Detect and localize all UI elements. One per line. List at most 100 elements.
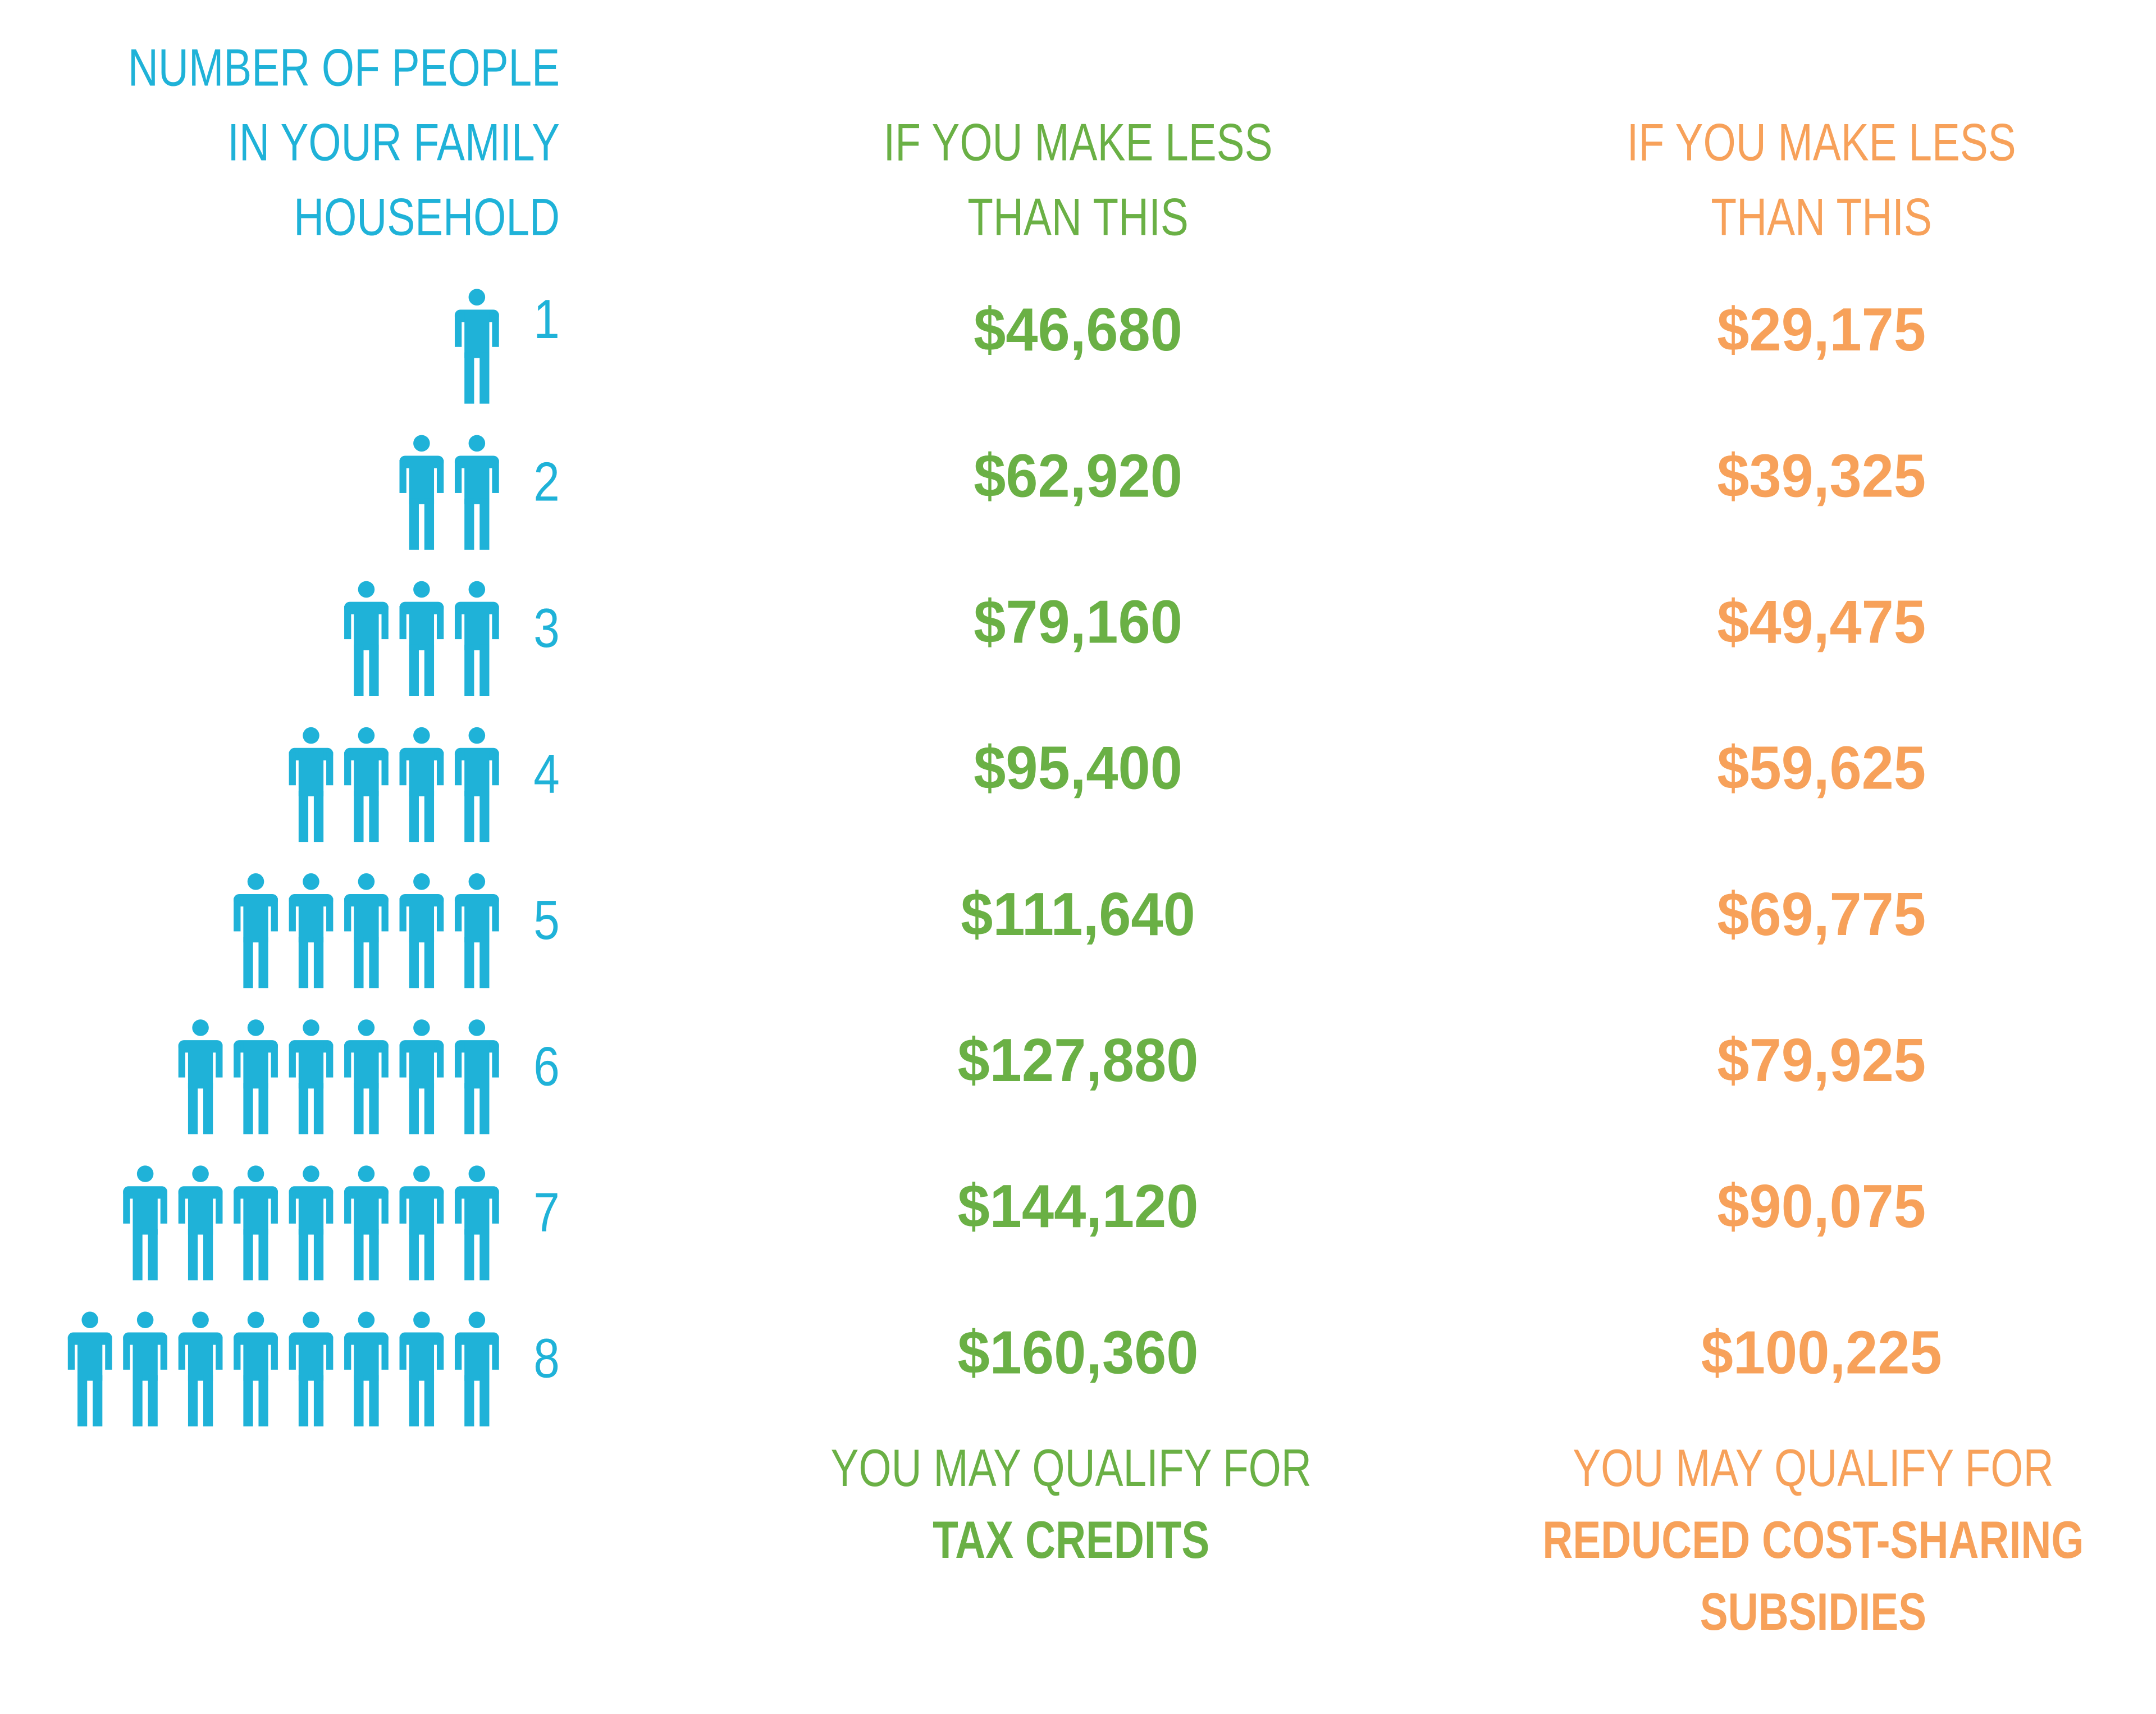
tax-credit-limit: $111,640 (961, 880, 1195, 948)
person-head (468, 1311, 486, 1329)
person-torso (298, 1187, 324, 1235)
people-count: 7 (533, 1182, 560, 1243)
cost-sharing-header: IF YOU MAKE LESS (1627, 113, 2016, 172)
person-icon (454, 435, 499, 550)
person-head (468, 1165, 486, 1182)
person-arm (492, 752, 499, 786)
person-head (413, 581, 430, 598)
tax-credit-limit: $144,120 (957, 1173, 1198, 1241)
person-arm (399, 1044, 406, 1078)
person-leg (409, 644, 419, 696)
person-leg (409, 1083, 419, 1134)
person-arm (344, 1190, 351, 1224)
person-arm (105, 1336, 112, 1370)
person-leg (479, 1375, 490, 1426)
person-leg (93, 1375, 103, 1426)
person-arm (454, 606, 462, 640)
person-icon (399, 1165, 444, 1280)
person-arm (454, 898, 462, 932)
person-leg (258, 1375, 268, 1426)
person-head (468, 289, 486, 306)
person-leg (298, 1229, 309, 1280)
person-arm (271, 1190, 278, 1224)
person-head (358, 727, 375, 744)
person-leg (188, 1375, 198, 1426)
person-leg (464, 1083, 474, 1134)
person-leg (479, 352, 490, 404)
person-torso (133, 1333, 158, 1381)
person-arm (381, 1044, 389, 1078)
cost-sharing-limit: $29,175 (1717, 296, 1926, 364)
person-torso (464, 457, 490, 504)
person-icon (178, 1165, 223, 1280)
person-leg (298, 937, 309, 988)
person-head (192, 1019, 209, 1036)
person-arm (326, 752, 334, 786)
person-arm (271, 1336, 278, 1370)
person-leg (424, 791, 435, 842)
person-arm (436, 1044, 444, 1078)
tax-credit-limit: $62,920 (974, 442, 1182, 510)
person-head (413, 1019, 430, 1036)
person-head (136, 1165, 154, 1182)
person-arm (436, 1336, 444, 1370)
person-torso (464, 1041, 490, 1089)
person-icon (289, 1165, 334, 1280)
person-arm (344, 752, 351, 786)
person-torso (464, 603, 490, 650)
person-head (247, 873, 264, 890)
cost-sharing-note: YOU MAY QUALIFY FOR (1573, 1438, 2053, 1497)
person-torso (354, 749, 379, 796)
person-arm (326, 898, 334, 932)
person-icon (344, 1311, 389, 1426)
person-arm (160, 1336, 168, 1370)
person-leg (243, 1375, 253, 1426)
people-count: 8 (533, 1328, 560, 1389)
tax-credit-note: TAX CREDITS (933, 1510, 1209, 1569)
person-icon (178, 1311, 223, 1426)
person-icon (234, 1019, 278, 1134)
person-leg (369, 1229, 379, 1280)
person-leg (424, 644, 435, 696)
person-torso (133, 1187, 158, 1235)
person-leg (203, 1229, 213, 1280)
person-torso (298, 1041, 324, 1089)
person-head (192, 1165, 209, 1182)
person-leg (298, 1083, 309, 1134)
person-arm (492, 1044, 499, 1078)
cost-sharing-note: SUBSIDIES (1700, 1582, 1926, 1641)
cost-sharing-limit: $39,325 (1717, 442, 1926, 510)
person-torso (243, 895, 268, 943)
people-count: 6 (533, 1036, 560, 1097)
person-leg (464, 498, 474, 550)
person-arm (381, 898, 389, 932)
person-arm (399, 1190, 406, 1224)
person-arm (492, 898, 499, 932)
person-arm (399, 898, 406, 932)
person-leg (188, 1083, 198, 1134)
person-arm (326, 1336, 334, 1370)
person-leg (424, 498, 435, 550)
person-torso (409, 1041, 435, 1089)
person-arm (326, 1044, 334, 1078)
person-icon (289, 1019, 334, 1134)
person-leg (133, 1229, 143, 1280)
person-arm (326, 1190, 334, 1224)
person-arm (271, 1044, 278, 1078)
person-torso (243, 1333, 268, 1381)
person-icon (344, 581, 389, 696)
person-leg (479, 791, 490, 842)
person-icon (289, 873, 334, 988)
person-leg (148, 1229, 158, 1280)
person-arm (454, 752, 462, 786)
people-count: 2 (533, 451, 560, 513)
person-leg (313, 791, 324, 842)
person-leg (148, 1375, 158, 1426)
person-arm (344, 1336, 351, 1370)
person-torso (77, 1333, 103, 1381)
person-arm (216, 1190, 223, 1224)
person-arm (492, 313, 499, 347)
person-icon (399, 727, 444, 842)
person-head (303, 727, 319, 744)
person-leg (243, 1229, 253, 1280)
